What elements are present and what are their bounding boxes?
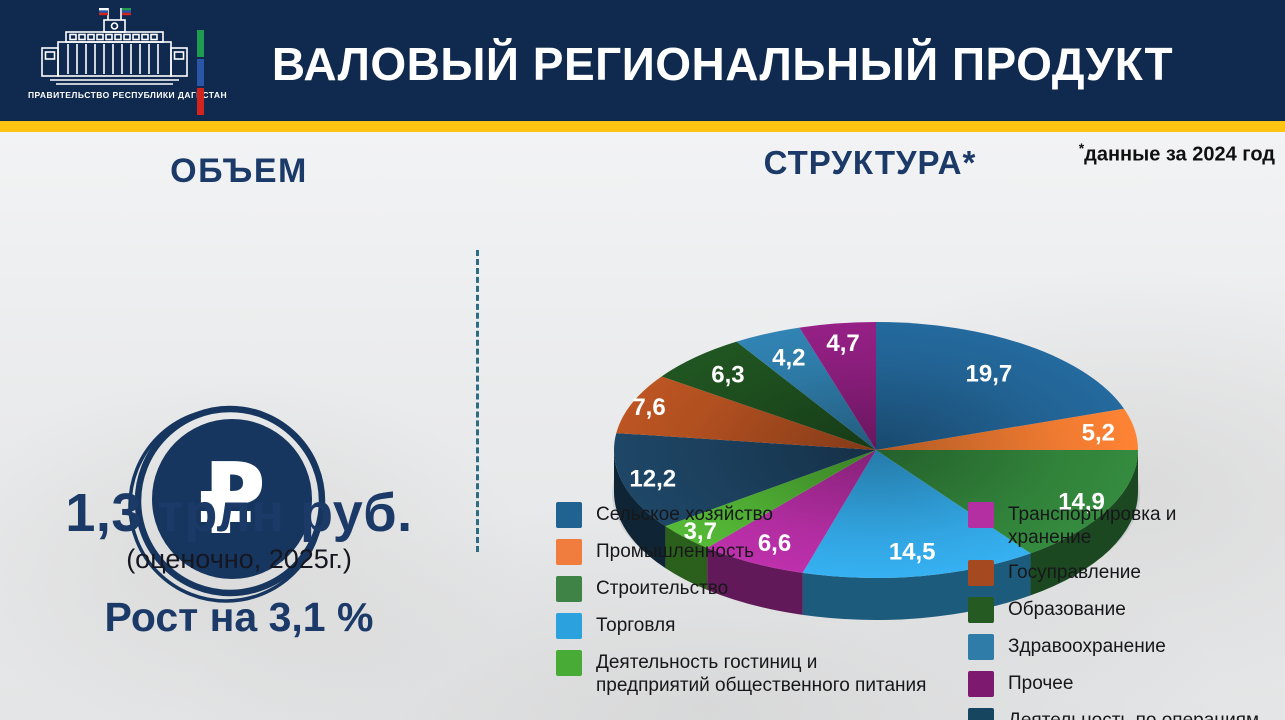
pie-slice [614,433,876,527]
legend-item: Торговля [556,613,956,639]
pie-slice [707,450,876,573]
pie-value-label: 12,2 [629,466,676,493]
legend-swatch [556,539,582,565]
flag-stripe-blue [197,59,204,86]
pie-value-label: 6,6 [758,530,791,557]
legend-item: Прочее [968,671,1278,698]
pie-slice [876,322,1125,450]
footnote-asterisk: * [1078,140,1085,156]
pie-slice [661,341,876,450]
flag-stripe-green [197,30,204,57]
government-building-icon [41,8,188,85]
legend-column-left: Сельское хозяйство Промышленность Строит… [556,502,956,708]
legend-column-right: Транспортировка и хранение Госуправление… [968,502,1278,720]
pie-value-label: 7,6 [632,394,665,421]
pie-slice [802,450,1031,578]
legend-label: Промышленность [596,541,755,562]
legend-swatch [968,597,994,624]
pie-value-label: 4,2 [772,344,805,371]
pie-slice-wall [614,450,666,569]
content-area: ОБЪЕМ ₽ 1,3 трлн руб. (оценочно, 2025г.)… [0,132,1285,720]
pie-slice-wall [1030,450,1138,596]
legend-item: Госуправление [968,560,1278,587]
section-divider [476,250,479,552]
pie-value-label: 14,9 [1058,488,1105,515]
pie-value-label: 19,7 [966,360,1013,387]
legend-swatch [556,502,582,528]
data-year-footnote: *данные за 2024 год [1078,140,1275,166]
legend-swatch [556,613,582,639]
pie-slice [876,450,1138,554]
legend-label: Транспортировка и хранение [1008,504,1177,549]
legend-label: Деятельность по операциям с недвижимым и… [1008,708,1264,720]
legend-label: Сельское хозяйство [596,504,773,525]
pie-slice [876,408,1138,450]
pie-value-label: 14,5 [889,538,936,565]
ruble-symbol: ₽ [198,443,266,557]
page-title: ВАЛОВЫЙ РЕГИОНАЛЬНЫЙ ПРОДУКТ [271,37,1174,90]
pie-value-label: 6,3 [711,361,744,388]
legend-label: Деятельность гостиниц и предприятий обще… [596,652,927,697]
pie-slice-wall [665,526,708,590]
pie-slice [799,322,876,450]
legend-item: Строительство [556,576,956,602]
legend-label: Прочее [1008,673,1074,695]
growth-text: Рост на 3,1 % [104,594,374,640]
legend-item: Промышленность [556,539,956,565]
pie-slice [665,450,876,548]
legend-item: Образование [968,597,1278,624]
flag-stripe-red [197,88,204,115]
pie-chart: 19,7 5,2 14,9 14,5 6,6 3,7 12,2 7,6 6,3 4,2 4,7 [612,322,1140,620]
pie-slice [616,376,876,450]
legend-swatch [968,634,994,661]
legend-label: Госуправление [1008,562,1141,584]
legend-label: Образование [1008,599,1126,621]
legend-swatch [556,650,582,676]
accent-stripe [0,121,1285,132]
legend-swatch [968,671,994,698]
pie-value-label: 3,7 [684,518,717,545]
legend-item: Сельское хозяйство [556,502,956,528]
government-logo: ПРАВИТЕЛЬСТВО РЕСПУБЛИКИ ДАГЕСТАН [28,6,228,118]
structure-heading: СТРУКТУРА* [763,144,977,181]
legend-item: Деятельность по операциям с недвижимым и… [968,708,1278,720]
pie-slice [736,327,876,450]
grp-value-note: (оценочно, 2025г.) [126,544,352,574]
pie-value-label: 5,2 [1082,419,1115,446]
legend-swatch [556,576,582,602]
legend-label: Торговля [596,615,676,636]
pie-slice-wall [707,547,803,615]
legend-item: Деятельность гостиниц и предприятий обще… [556,650,956,697]
grp-value: 1,3 трлн руб. [65,483,413,543]
ruble-coin-icon: ₽ [128,405,326,603]
legend-item: Транспортировка и хранение [968,502,1278,549]
legend-swatch [968,502,994,528]
pie-value-label: 4,7 [826,330,859,357]
volume-heading: ОБЪЕМ [170,152,308,190]
legend-label: Здравоохранение [1008,636,1166,658]
legend-swatch [968,708,994,720]
legend-item: Здравоохранение [968,634,1278,661]
logo-caption: ПРАВИТЕЛЬСТВО РЕСПУБЛИКИ ДАГЕСТАН [28,90,228,100]
dagestan-flag-stripe [197,30,204,117]
legend-label: Строительство [596,578,729,599]
header-bar: ПРАВИТЕЛЬСТВО РЕСПУБЛИКИ ДАГЕСТАН ВАЛОВЫ… [0,0,1285,121]
legend-swatch [968,560,994,587]
